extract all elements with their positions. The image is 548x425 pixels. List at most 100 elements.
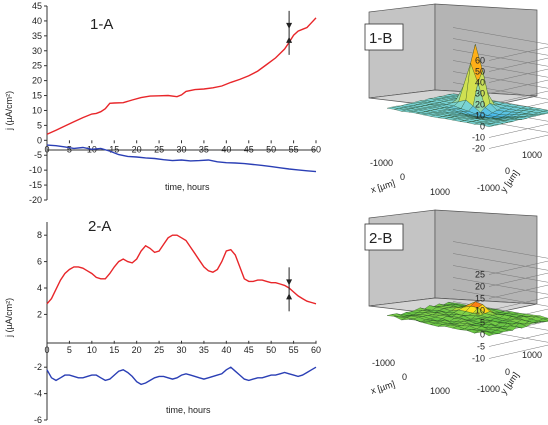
z-gridline — [452, 60, 548, 78]
z-gridline — [452, 38, 548, 56]
panel-label-box-2b — [364, 223, 404, 251]
y-tick-label: -10 — [29, 165, 42, 175]
z-tick-label: 30 — [475, 89, 485, 99]
x-tick-label: 0 — [402, 372, 407, 382]
z-tick-label: 10 — [475, 306, 485, 316]
y-tick-label: 1000 — [522, 150, 542, 160]
x-tick-label: 40 — [221, 144, 231, 154]
x-tick-label: 1000 — [430, 386, 450, 396]
y-tick-label: 25 — [32, 61, 42, 71]
x-tick-label: 10 — [87, 345, 97, 355]
panel-label-2a: 2-A — [88, 218, 111, 235]
z-gridline — [488, 284, 548, 299]
z-gridline — [452, 265, 548, 283]
y-tick-label: 6 — [37, 257, 42, 267]
y-tick-label: 8 — [37, 230, 42, 240]
y-tick-label: 20 — [32, 76, 42, 86]
panel-label-1a: 1-A — [90, 16, 113, 33]
y-tick-label: -1000 — [477, 384, 500, 394]
y-axis-title-1b: y [µm] — [498, 168, 520, 194]
arrow-head-up — [286, 36, 293, 43]
surface-plot-2b: -10 -5 0 5 10 15 20 25 2-B -1000 0 1000 -1000 0… — [364, 209, 548, 396]
y-axis-title-2b: y [µm] — [498, 370, 520, 396]
arrow-head-down — [286, 279, 293, 286]
y-axis-title-1a: j (µA/cm²) — [4, 91, 14, 131]
x-tick-label: 20 — [132, 345, 142, 355]
z-gridline — [488, 134, 548, 149]
series-line-2a-upper — [46, 234, 317, 305]
z-gridline — [488, 123, 548, 138]
z-tick-label: 40 — [475, 78, 485, 88]
arrow-head-down — [286, 22, 293, 29]
x-tick-label: 1000 — [430, 187, 450, 197]
x-axis-title-2a: time, hours — [166, 405, 211, 415]
marker-arrow-2a — [286, 267, 293, 312]
x-tick-label: 35 — [199, 144, 209, 154]
y-tick-label: 0 — [505, 367, 510, 377]
series-line-1a-upper — [46, 17, 317, 135]
z-gridline — [452, 289, 548, 307]
x-tick-label: 0 — [44, 345, 49, 355]
y-tick-label: 15 — [32, 91, 42, 101]
z-gridline — [488, 296, 548, 311]
y-tick-label: -4 — [34, 389, 42, 399]
z-gridline — [488, 46, 548, 61]
x-axis-title-2b: x [µm] — [370, 379, 397, 396]
panel-label-box-1b — [364, 23, 404, 51]
z-gridline — [488, 260, 548, 275]
z-gridline — [452, 253, 548, 271]
y-tick-label: -20 — [29, 195, 42, 205]
x-tick-label: 30 — [176, 144, 186, 154]
z-tick-label: 20 — [475, 282, 485, 292]
z-gridline — [488, 344, 548, 359]
surface-cell — [481, 123, 494, 128]
series-line-2a-lower — [46, 366, 317, 386]
x-tick-label: 25 — [154, 345, 164, 355]
x-tick-label: 45 — [244, 144, 254, 154]
y-tick-label: 0 — [37, 135, 42, 145]
y-tick-label: 5 — [37, 120, 42, 130]
x-tick-label: 55 — [289, 144, 299, 154]
z-gridline — [452, 27, 548, 45]
x-tick-label: 45 — [244, 345, 254, 355]
y-tick-label: 40 — [32, 16, 42, 26]
y-tick-label: 10 — [32, 105, 42, 115]
z-tick-label: -20 — [472, 144, 485, 154]
x-tick-label: -1000 — [370, 158, 393, 168]
y-tick-label: 35 — [32, 31, 42, 41]
z-tick-label: -5 — [477, 342, 485, 352]
y-tick-label: 4 — [37, 283, 42, 293]
z-tick-label: 60 — [475, 56, 485, 66]
z-gridline — [452, 241, 548, 259]
y-axis-title-2a: j (µA/cm²) — [4, 298, 14, 338]
z-tick-label: 0 — [480, 122, 485, 132]
y-tick-label: -6 — [34, 415, 42, 425]
z-tick-label: 15 — [475, 294, 485, 304]
z-gridline — [488, 332, 548, 347]
back-walls-2b — [368, 209, 538, 319]
x-tick-label: 5 — [67, 144, 72, 154]
z-gridline — [452, 49, 548, 67]
panel-label-1b: 1-B — [369, 30, 392, 47]
y-tick-label: 45 — [32, 1, 42, 11]
y-tick-label: 30 — [32, 46, 42, 56]
x-tick-label: 50 — [266, 345, 276, 355]
x-tick-label: 0 — [44, 144, 49, 154]
y-tick-label: 2 — [37, 309, 42, 319]
x-tick-label: 0 — [400, 172, 405, 182]
y-tick-label: -2 — [34, 362, 42, 372]
surface-cell — [481, 331, 495, 337]
arrow-head-up — [286, 293, 293, 300]
y-tick-label: 1000 — [522, 350, 542, 360]
y-tick-label: -5 — [34, 150, 42, 160]
x-tick-label: 35 — [199, 345, 209, 355]
z-tick-label: 20 — [475, 100, 485, 110]
z-tick-label: 0 — [480, 330, 485, 340]
x-tick-label: 25 — [154, 144, 164, 154]
z-tick-label: 25 — [475, 270, 485, 280]
series-line-1a-lower — [46, 144, 317, 173]
